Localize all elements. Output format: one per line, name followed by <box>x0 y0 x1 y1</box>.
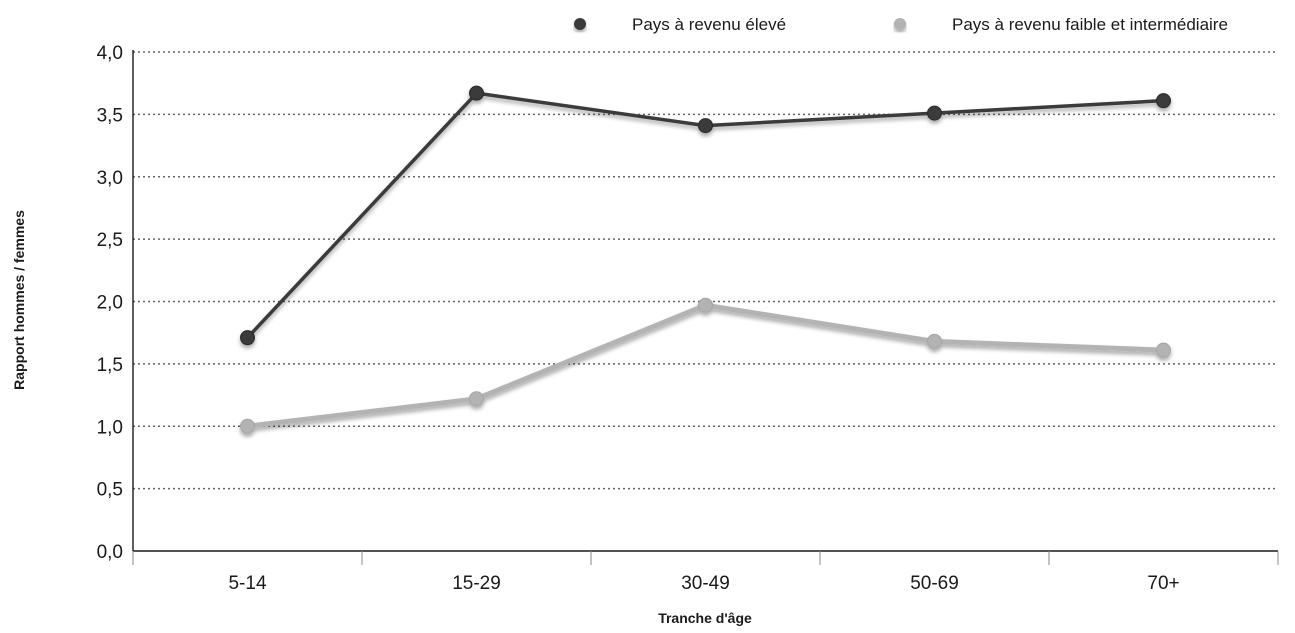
series-line <box>245 302 1166 429</box>
x-tick-label: 15-29 <box>452 573 501 594</box>
y-tick-label: 2,5 <box>97 230 123 251</box>
y-tick-label: 1,5 <box>97 355 123 376</box>
data-point <box>927 105 942 121</box>
x-tick-label: 50-69 <box>910 573 959 594</box>
data-point <box>469 391 484 407</box>
y-tick-label: 3,0 <box>97 168 123 189</box>
x-tick-label: 70+ <box>1147 573 1179 594</box>
x-axis-title: Tranche d'âge <box>658 610 752 626</box>
series-group <box>240 85 1171 434</box>
series-high-income <box>240 85 1171 346</box>
data-point <box>1156 342 1171 358</box>
x-tick-label: 30-49 <box>681 573 730 594</box>
legend-item-high-income: Pays à revenu élevé <box>574 15 786 34</box>
data-point <box>927 333 942 349</box>
y-tick-label: 4,0 <box>97 43 123 64</box>
y-tick-label: 2,0 <box>97 293 123 314</box>
legend-label-low-middle-income: Pays à revenu faible et intermédiaire <box>952 15 1228 34</box>
series-low-middle-income <box>240 297 1171 434</box>
data-point <box>469 85 484 101</box>
y-tick-label: 3,5 <box>97 105 123 126</box>
legend-swatch-marker <box>574 18 586 30</box>
grid-lines <box>133 51 1278 490</box>
data-point <box>240 418 255 434</box>
x-axis-ticks: 5-14 15-29 30-49 50-69 70+ <box>132 551 1279 594</box>
data-point <box>1156 93 1171 109</box>
legend-item-low-middle-income: Pays à revenu faible et intermédiaire <box>894 15 1228 34</box>
legend-label-high-income: Pays à revenu élevé <box>632 15 786 34</box>
axes <box>132 50 1278 552</box>
y-tick-label: 1,0 <box>97 417 123 438</box>
y-axis-title: Rapport hommes / femmes <box>11 210 27 390</box>
legend: Pays à revenu élevé Pays à revenu faible… <box>574 15 1228 34</box>
y-tick-label: 0,5 <box>97 480 123 501</box>
data-point <box>698 118 713 134</box>
data-point <box>240 330 255 346</box>
y-axis-ticks: 0,0 0,5 1,0 1,5 2,0 2,5 3,0 3,5 4,0 <box>97 43 123 563</box>
x-tick-label: 5-14 <box>228 573 266 594</box>
data-point <box>698 297 713 313</box>
legend-swatch-marker <box>894 18 906 30</box>
y-tick-label: 0,0 <box>97 542 123 563</box>
